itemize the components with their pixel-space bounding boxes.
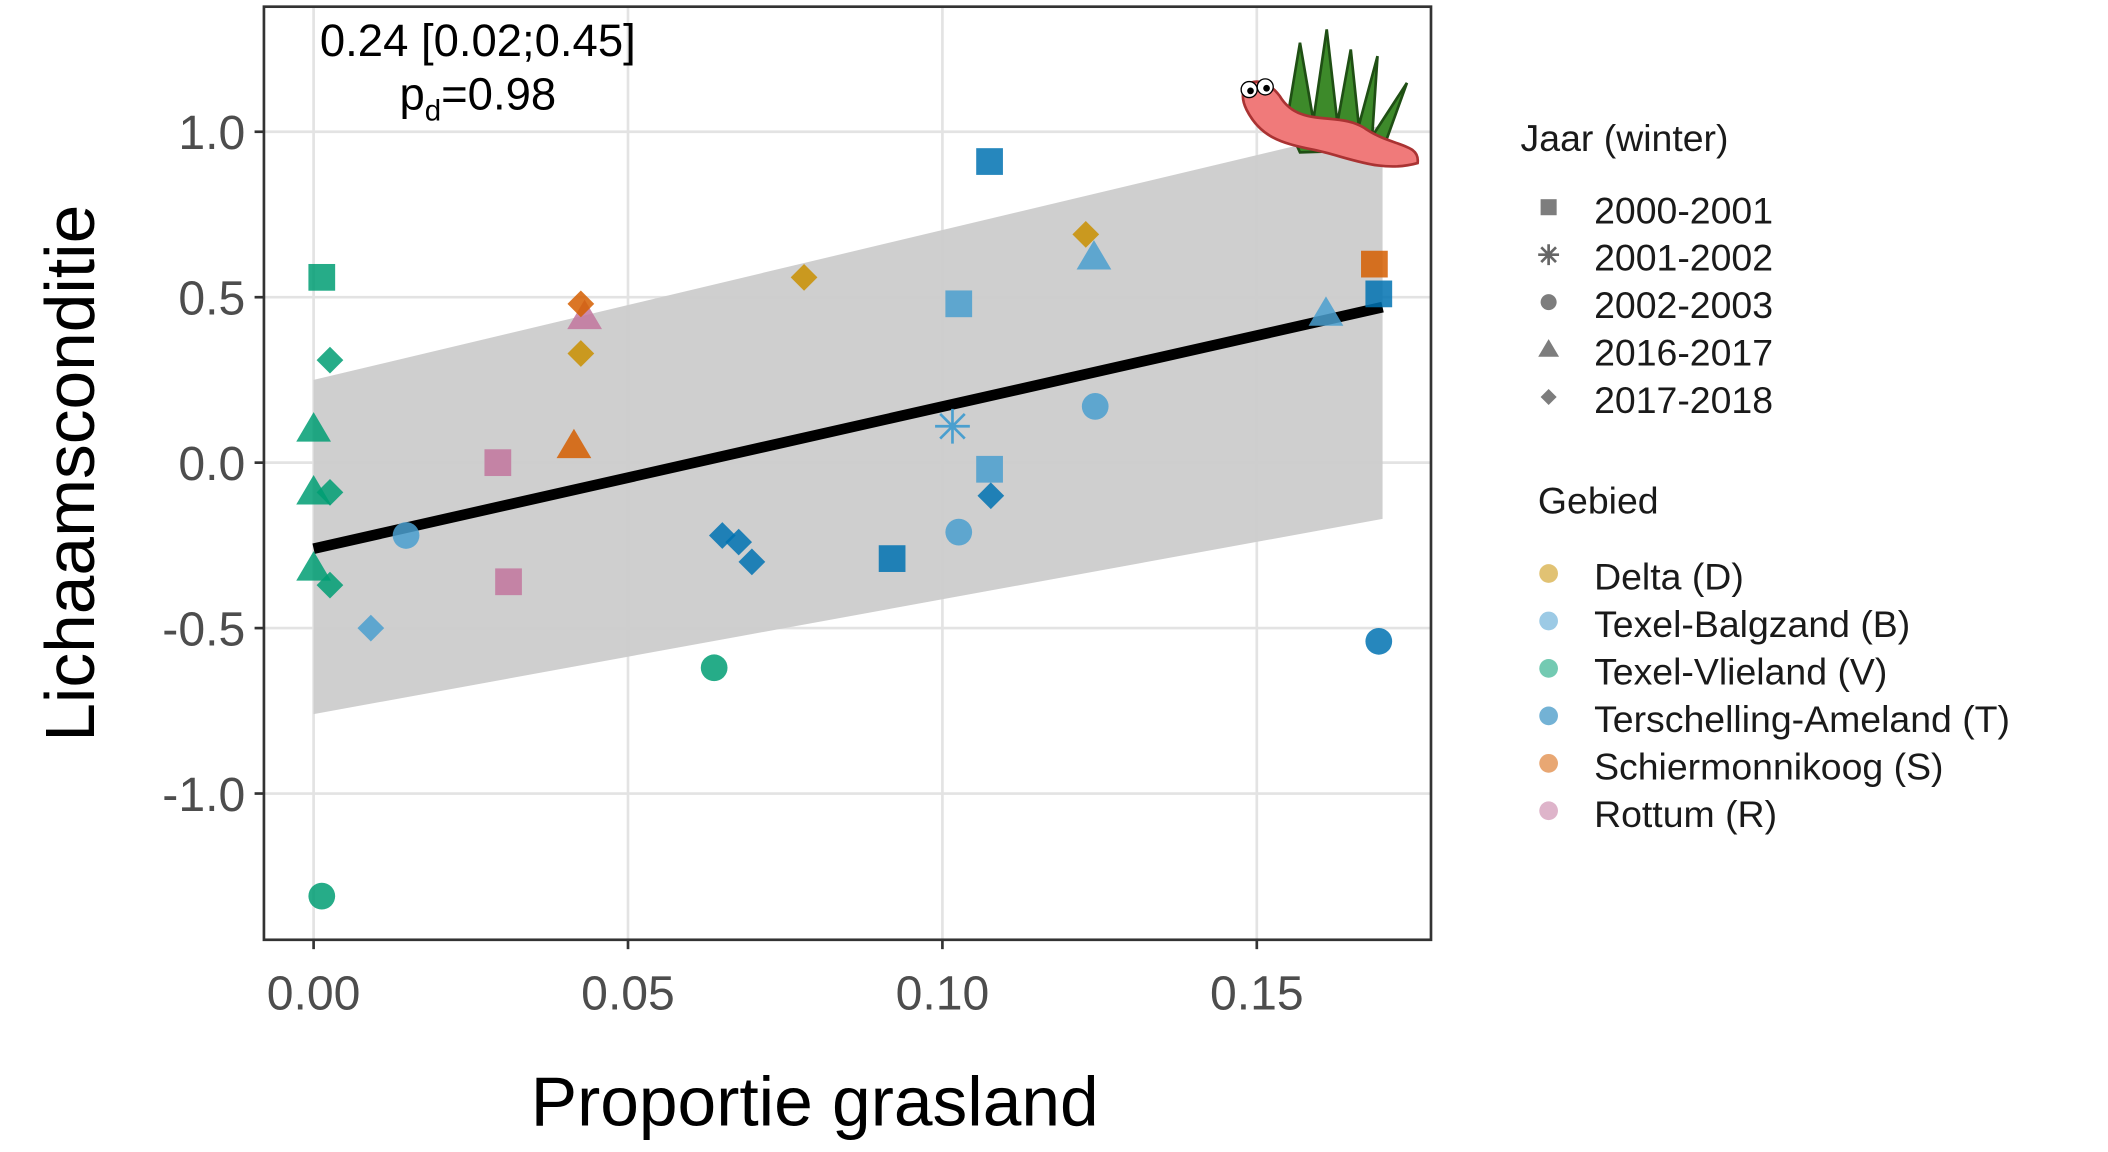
point [1365, 280, 1393, 308]
point [878, 545, 906, 572]
point [567, 290, 595, 318]
point [567, 299, 603, 330]
point [296, 412, 331, 442]
point [945, 518, 973, 546]
point [1361, 250, 1388, 278]
annotation-p: pd=0.98 [400, 69, 557, 128]
point [484, 449, 512, 477]
marker [1540, 389, 1557, 406]
point [296, 551, 331, 581]
legend-swatch [1539, 611, 1558, 631]
legend-label: Delta (D) [1594, 556, 1744, 598]
y-tick-label: -1.0 [162, 768, 245, 822]
annotation: 0.24 [0.02;0.45] [320, 15, 636, 66]
legend: Jaar (winter) 2000-2001 2001-2002 2002-2003… [1521, 117, 2010, 835]
legend-swatch [1539, 564, 1558, 583]
y-tick-label: 0.5 [178, 272, 245, 326]
x-axis-label: Proportie grasland [531, 1063, 1099, 1141]
legend-title: Gebied [1538, 479, 1659, 521]
legend-swatch [1539, 659, 1558, 678]
point [790, 263, 818, 291]
point [308, 882, 336, 910]
point [977, 482, 1005, 510]
legend-swatch [1539, 706, 1558, 726]
fit-line [312, 301, 1384, 554]
point [1081, 393, 1109, 420]
point [976, 148, 1003, 175]
legend-label: Rottum (R) [1594, 793, 1777, 835]
plot-border [262, 5, 1433, 942]
point [567, 340, 595, 367]
point [1076, 240, 1112, 270]
legend-label: 2017-2018 [1594, 379, 1773, 421]
marker [1540, 199, 1557, 216]
point [725, 528, 753, 556]
point [738, 548, 766, 576]
y-axis-label: Lichaamsconditie [31, 205, 109, 742]
annotation-p-rest: =0.98 [441, 69, 556, 120]
point [308, 263, 336, 291]
marker [1538, 339, 1560, 357]
legend-label: 2002-2003 [1594, 284, 1773, 326]
legend-swatch [1539, 753, 1558, 773]
confidence-band [313, 125, 1383, 715]
x-tick-label: 0.00 [267, 966, 361, 1020]
point [700, 654, 728, 682]
point [316, 479, 344, 506]
legend-label: Schiermonnikoog (S) [1594, 745, 1943, 787]
point [392, 522, 420, 549]
point [1365, 627, 1393, 655]
annotation-p-base: p [400, 69, 425, 120]
y-tick-label: -0.5 [162, 602, 245, 656]
point [1308, 296, 1344, 326]
marker [1538, 244, 1560, 266]
x-tick-label: 0.15 [1210, 966, 1304, 1020]
legend-label: 2000-2001 [1594, 189, 1773, 231]
point [316, 571, 344, 599]
x-tick-label: 0.05 [581, 966, 675, 1020]
marker [1540, 294, 1557, 311]
x-tick-label: 0.10 [896, 966, 990, 1020]
point [976, 455, 1003, 483]
legend-label: 2016-2017 [1594, 332, 1773, 374]
legend-label: Terschelling-Ameland (T) [1594, 698, 2010, 740]
point [935, 408, 970, 444]
point [556, 428, 592, 459]
legend-label: Texel-Balgzand (B) [1594, 603, 1910, 645]
y-tick-label: 0.0 [178, 437, 245, 491]
point [945, 290, 973, 318]
point [1072, 220, 1100, 248]
y-tick-label: 1.0 [178, 106, 245, 160]
annotation-p-sub: d [425, 94, 441, 127]
legend-label: 2001-2002 [1594, 237, 1773, 279]
legend-label: Texel-Vlieland (V) [1594, 650, 1887, 692]
legend-title: Jaar (winter) [1521, 117, 1729, 159]
plot-layer [262, 5, 1433, 942]
legend-swatch [1539, 801, 1558, 821]
point [495, 568, 522, 596]
worm-icon [1240, 29, 1419, 168]
